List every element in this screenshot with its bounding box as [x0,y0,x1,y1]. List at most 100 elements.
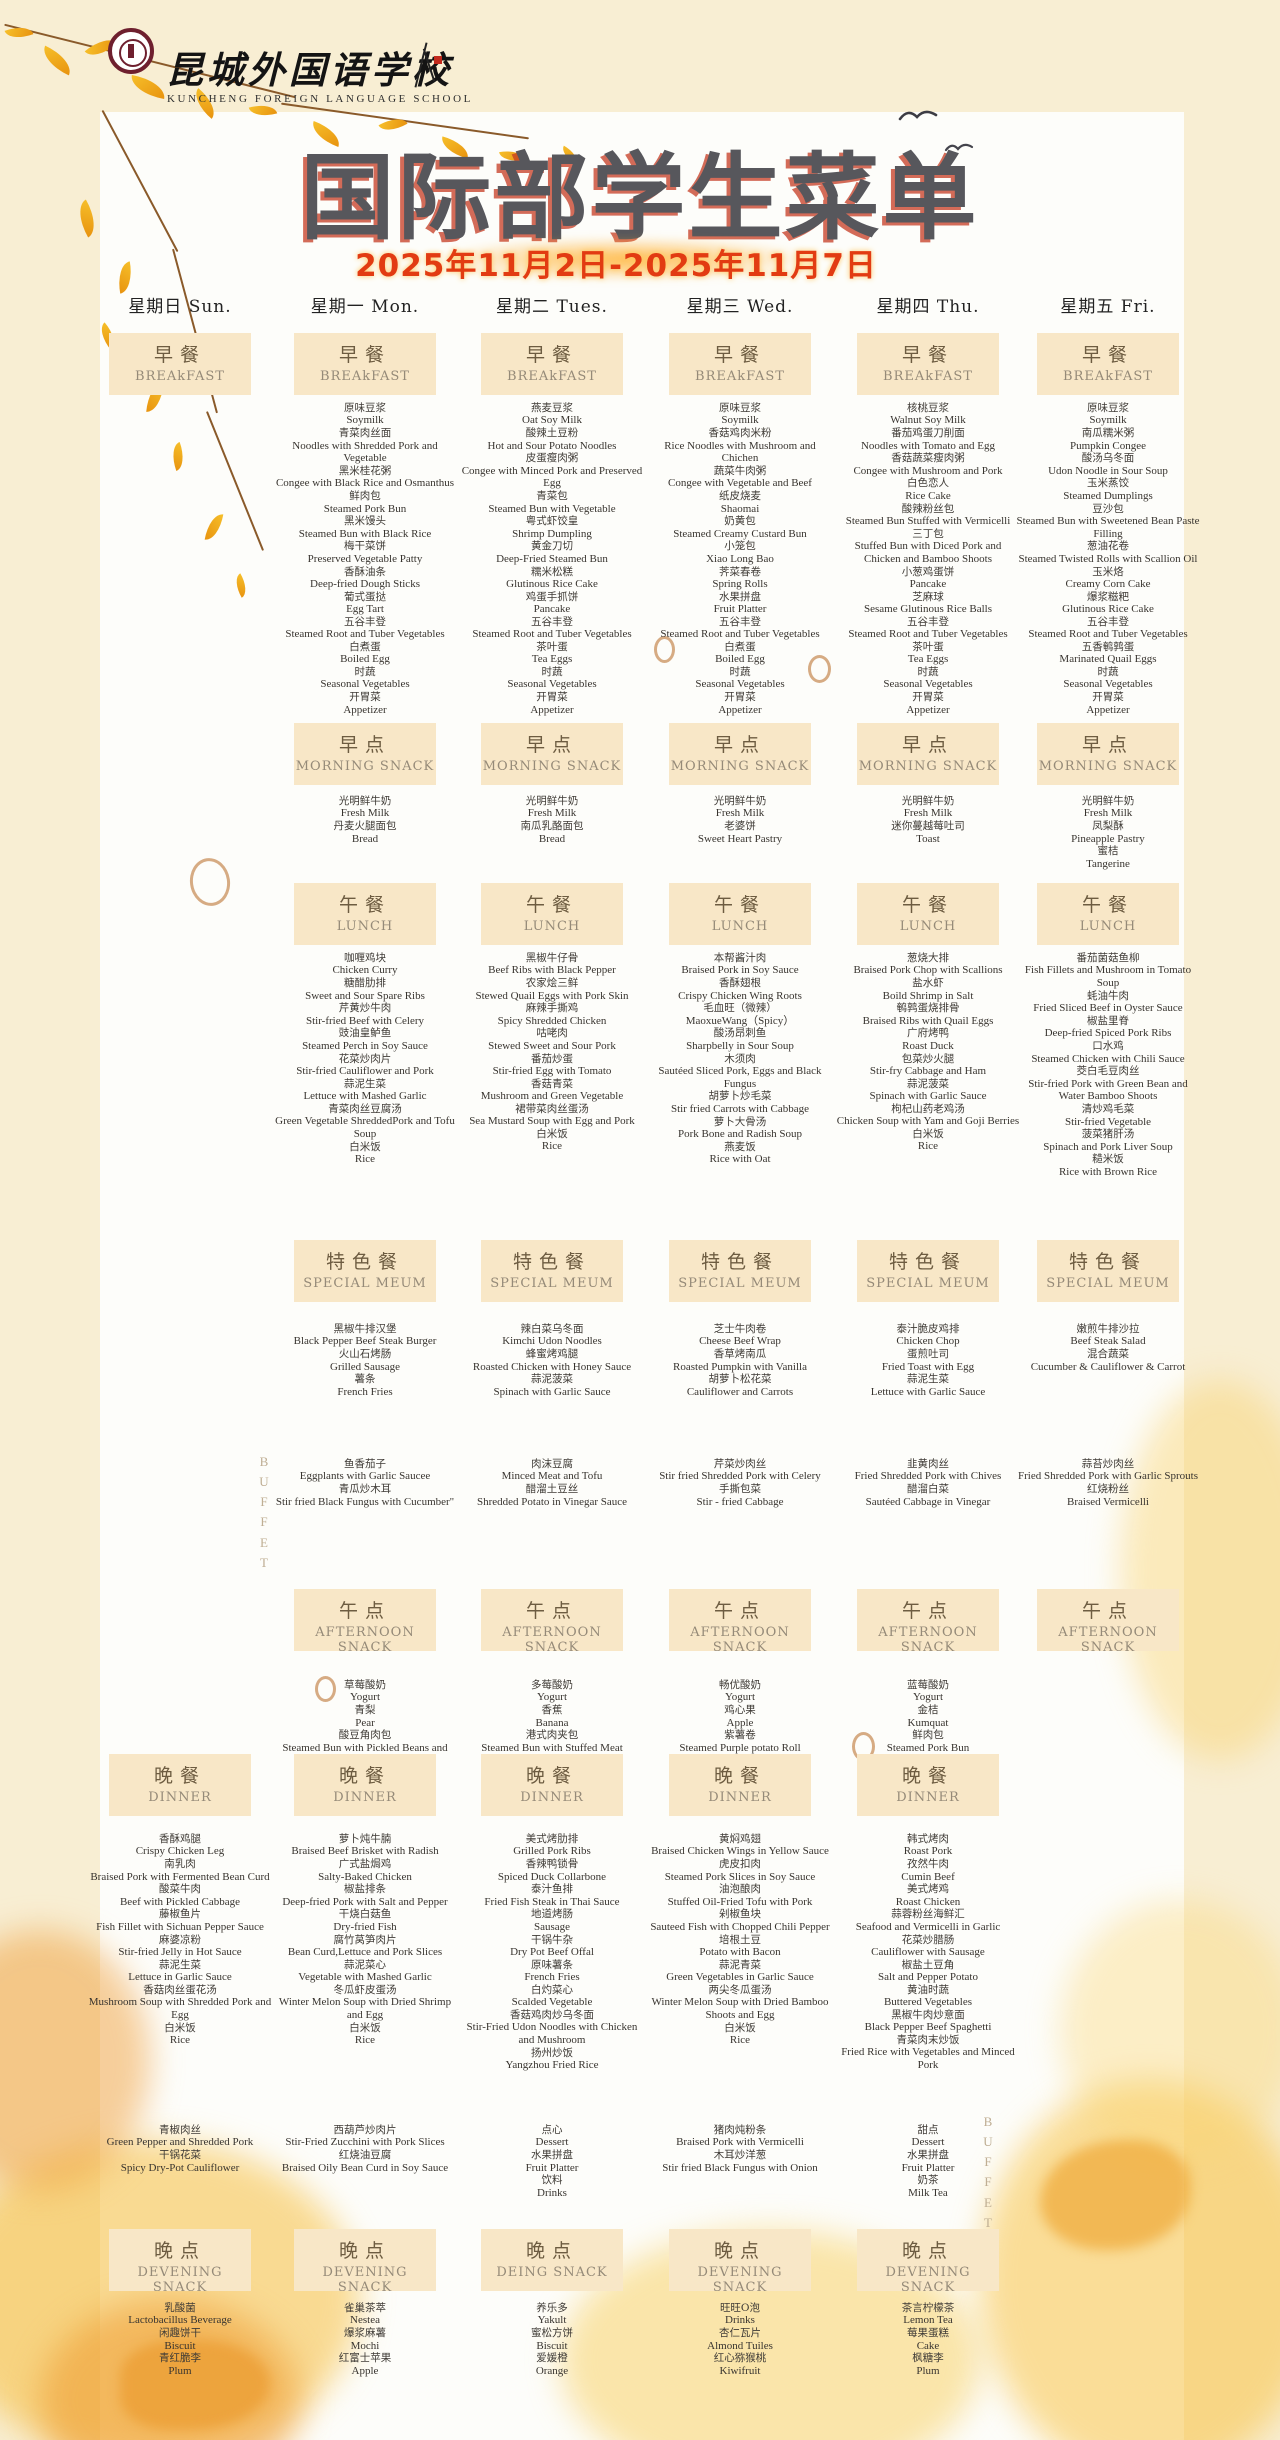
menu-item-en: Black Pepper Beef Steak Burger [293,1335,437,1348]
menu-item: 火山石烤肠 Grilled Sausage [272,1348,458,1373]
menu-item-en: Pork Bone and Radish Soup [677,1127,803,1140]
menu-item-cn: 青菜肉丝豆腐汤 [328,1102,402,1115]
banner-label-en: BREAkFAST [695,369,785,384]
menu-item: 包菜炒火腿 Stir-fry Cabbage and Ham [835,1053,1021,1078]
banner-label-en: LUNCH [1079,919,1137,934]
menu-item: 鲜肉包 Steamed Pork Bun [835,1729,1021,1754]
menu-item-cn: 芝麻球 [912,590,944,603]
menu-item-en: Rice [354,1153,376,1165]
banner-label-cn: 特色餐 [325,1251,404,1273]
menu-item-cn: 奶茶 [917,2174,939,2187]
menu-item-en: Mochi [350,2339,380,2352]
menu-item: 广府烤鸭 Roast Duck [835,1027,1021,1052]
menu-item-en: Bread [538,832,566,845]
menu-item-en: Rice with Oat [709,1153,771,1165]
menu-item-en: Steamed Bun with Sweetened Bean Paste Fi… [1016,514,1200,540]
evening-banner: 晚点 DEVENING SNACK [294,2229,436,2295]
menu-item: 玉米烙 Creamy Corn Cake [1015,566,1201,591]
banner-label-en: BREAkFAST [1063,369,1153,384]
menu-item-en: Shredded Potato in Vinegar Sauce [476,1495,628,1508]
banner-label-cn: 晚点 [525,2240,578,2262]
lunch-banner: 午餐 LUNCH [669,883,811,945]
menu-item-en: Stir-fried Jelly in Hot Sauce [118,1945,242,1958]
menu-item: 萝卜大骨汤 Pork Bone and Radish Soup [647,1116,833,1141]
menu-item-en: Sesame Glutinous Rice Balls [863,603,992,615]
lunch-items: 番茄菌菇鱼柳 Fish Fillets and Mushroom in Tomat… [1015,952,1201,1179]
flower-art-right-low [1060,1900,1280,2160]
menu-item: 盐水虾 Boild Shrimp in Salt [835,977,1021,1002]
menu-item: 蔬菜牛肉粥 Congee with Vegetable and Beef [647,465,833,490]
special-items: 泰汁脆皮鸡排 Chicken Chop 蛋煎吐司 Fried Toast with E… [835,1323,1021,1398]
menu-item-cn: 花菜炒肉片 [338,1052,392,1065]
menu-item-cn: 黑椒牛肉炒意面 [891,2008,965,2021]
menu-item-cn: 闲趣饼干 [159,2327,201,2340]
menu-item: 虎皮扣肉 Steamed Pork Slices in Soy Sauce [647,1858,833,1883]
banner-label-en: LUNCH [899,919,957,934]
day-header: 星期一 Mon. [310,297,420,317]
menu-item-en: Fresh Milk [340,807,390,820]
menu-item-en: Steamed Bun Stuffed with Vermicelli [845,514,1011,527]
menu-item-cn: 白米饭 [912,1127,944,1140]
menu-item: 开胃菜 Appetizer [647,691,833,716]
menu-item-en: Braised Oily Bean Curd in Soy Sauce [281,2161,449,2174]
menu-item: 水果拼盘 Fruit Platter [835,2149,1021,2174]
menu-item-cn: 玉米烙 [1092,565,1124,578]
menu-item-en: Steamed Twisted Rolls with Scallion Oil [1018,552,1198,565]
menu-item-en: Stuffed Oil-Fried Tofu with Pork [667,1895,813,1908]
menu-item-cn: 时蔬 [541,666,563,678]
afternoon-items: 多莓酸奶 Yogurt 香蕉 Banana 港式肉夹包 Steamed Bun with … [459,1679,645,1754]
banner-label-en: DINNER [148,1790,212,1805]
menu-item: 老婆饼 Sweet Heart Pastry [647,820,833,845]
signature-scribble [412,40,442,92]
menu-item: 杏仁瓦片 Almond Tuiles [647,2327,833,2352]
menu-item-cn: 香菇鸡肉米粉 [708,427,772,440]
menu-item-en: Grilled Sausage [330,1360,400,1373]
menu-item-en: Steamed Root and Tuber Vegetables [285,628,445,641]
menu-item-en: Kiwifruit [719,2364,761,2377]
menu-item-en: Banana [535,1716,569,1729]
menu-item: 白米饭 Rice [87,2022,273,2047]
menu-item-en: Appetizer [530,703,574,716]
banner-label-en: DEVENING SNACK [697,2265,783,2295]
menu-item-cn: 葱油花卷 [1087,540,1129,553]
menu-item-cn: 美式烤鸡 [907,1883,949,1896]
banner-label-cn: 特色餐 [888,1251,967,1273]
menu-item-cn: 南瓜糯米粥 [1081,427,1135,440]
menu-item: 扬州炒饭 Yangzhou Fried Rice [459,2047,645,2072]
banner-label-en: MORNING SNACK [295,759,435,774]
menu-item-cn: 枫糖李 [912,2352,944,2365]
menu-item: 咖喱鸡块 Chicken Curry [272,952,458,977]
buffet1-items: 肉沫豆腐 Minced Meat and Tofu 醋溜土豆丝 Shredded Po… [459,1458,645,1508]
menu-item-en: Fish Fillets and Mushroom in Tomato Soup [1024,964,1192,990]
menu-item-cn: 水果拼盘 [531,2149,573,2162]
menu-item: 芹黄炒牛肉 Stir-fried Beef with Celery [272,1002,458,1027]
menu-item: 水果拼盘 Fruit Platter [647,591,833,616]
evening-items: 雀巢茶萃 Nestea 爆浆麻薯 Mochi 红富士苹果 Apple [272,2302,458,2377]
morning-items: 光明鲜牛奶 Fresh Milk 迷你蔓越莓吐司 Toast [835,795,1021,845]
banner-label-en: LUNCH [336,919,394,934]
menu-item-en: Sausage [533,1920,571,1933]
menu-item-cn: 蒜泥青菜 [719,1958,761,1971]
menu-item: 南瓜糯米粥 Pumpkin Congee [1015,427,1201,452]
menu-item: 豉油皇鲈鱼 Steamed Perch in Soy Sauce [272,1027,458,1052]
menu-item: 鸡蛋手抓饼 Pancake [459,591,645,616]
school-name-en: KUNCHENG FOREIGN LANGUAGE SCHOOL [167,93,473,105]
menu-item-en: Braised Pork Chop with Scallions [853,964,1003,977]
menu-item-cn: 酸辣粉丝包 [901,502,955,515]
menu-item-en: Stir - fried Cabbage [696,1495,784,1508]
menu-item-cn: 畅优酸奶 [719,1679,761,1691]
menu-item: 藤椒鱼片 Fish Fillet with Sichuan Pepper Sauc… [87,1908,273,1933]
menu-item-en: Beef with Pickled Cabbage [119,1895,241,1908]
day-header: 星期三 Wed. [686,297,794,317]
menu-item-en: Braised Ribs with Quail Eggs [862,1014,994,1027]
menu-item: 养乐多 Yakult [459,2302,645,2327]
menu-item-cn: 纸皮烧麦 [719,490,761,503]
menu-item-cn: 剁椒鱼块 [719,1908,761,1921]
banner-label-en: BREAkFAST [135,369,225,384]
menu-item-en: Crispy Chicken Wing Roots [678,989,802,1002]
menu-item-cn: 黑米桂花粥 [338,465,392,477]
lunch-items: 葱烧大排 Braised Pork Chop with Scallions 盐水虾 B… [835,952,1021,1153]
school-name-cn: 昆城外国语学校 [166,48,453,92]
menu-item-cn: 蒜泥菠菜 [531,1373,573,1386]
menu-item-en: Rice [354,2034,376,2046]
